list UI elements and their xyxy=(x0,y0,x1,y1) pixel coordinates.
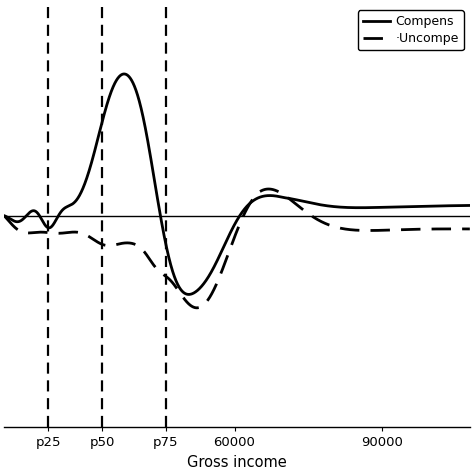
Compens xyxy=(458,203,464,209)
·Uncompe xyxy=(408,227,414,232)
Compens xyxy=(55,215,60,220)
·Uncompe xyxy=(55,230,60,236)
Line: Compens: Compens xyxy=(4,74,470,294)
Legend: Compens, ·Uncompe: Compens, ·Uncompe xyxy=(358,10,464,50)
·Uncompe xyxy=(194,305,200,310)
Compens xyxy=(201,282,206,287)
·Uncompe xyxy=(1,213,7,219)
Compens xyxy=(186,292,191,297)
·Uncompe xyxy=(82,231,88,237)
·Uncompe xyxy=(180,294,186,300)
Line: ·Uncompe: ·Uncompe xyxy=(4,189,470,308)
Compens xyxy=(408,204,414,210)
Compens xyxy=(467,202,473,208)
·Uncompe xyxy=(266,186,272,192)
Compens xyxy=(82,181,88,186)
·Uncompe xyxy=(200,302,206,308)
Compens xyxy=(1,213,7,219)
·Uncompe xyxy=(467,226,473,232)
X-axis label: Gross income: Gross income xyxy=(187,455,287,470)
Compens xyxy=(180,289,186,295)
Compens xyxy=(121,71,127,77)
·Uncompe xyxy=(458,226,464,232)
